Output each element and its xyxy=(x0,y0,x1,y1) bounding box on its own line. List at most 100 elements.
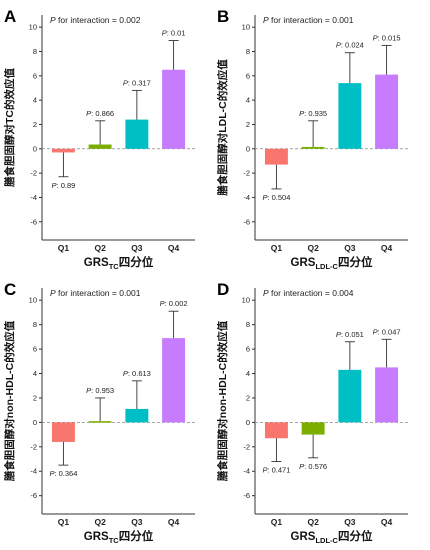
interaction-text: for interaction = 0.004 xyxy=(269,288,354,298)
x-tick-label: Q2 xyxy=(94,517,106,527)
p-value-prefix: P xyxy=(52,181,57,190)
y-axis-label: 膳食胆固醇对TC的效应值 xyxy=(3,68,16,187)
y-tick-label: 0 xyxy=(246,144,250,153)
p-value-text: : 0.002 xyxy=(165,299,188,308)
bar-q1 xyxy=(51,148,75,153)
x-tick-label: Q1 xyxy=(58,517,70,527)
x-tick-label: Q2 xyxy=(94,243,106,253)
p-value-label: P: 0.002 xyxy=(160,299,188,308)
p-value-text: : 0.317 xyxy=(128,78,151,87)
y-tick-label: 8 xyxy=(246,320,250,329)
x-tick-label: Q3 xyxy=(344,243,356,253)
x-axis-label-main: GRS xyxy=(84,257,109,269)
interaction-label: P for interaction = 0.001 xyxy=(50,288,141,298)
bar-q1 xyxy=(264,422,288,439)
p-value-prefix: P xyxy=(299,109,304,118)
y-tick-label: 0 xyxy=(33,144,37,153)
p-value-text: : 0.015 xyxy=(378,33,401,42)
interaction-p: P xyxy=(263,288,269,298)
p-value-text: : 0.051 xyxy=(341,330,364,339)
y-tick-label: 4 xyxy=(246,369,250,378)
p-value-label: P: 0.89 xyxy=(52,181,76,190)
y-tick-label: -6 xyxy=(243,491,250,500)
x-tick-label: Q4 xyxy=(381,517,393,527)
x-tick-label: Q1 xyxy=(58,243,70,253)
x-tick-label: Q3 xyxy=(131,243,143,253)
p-value-label: P: 0.953 xyxy=(86,386,114,395)
y-tick-label: 6 xyxy=(33,71,37,80)
y-tick-label: -6 xyxy=(243,217,250,226)
y-tick-label: -4 xyxy=(30,467,37,476)
bar-q3 xyxy=(125,408,149,423)
bar-q4 xyxy=(375,367,399,423)
p-value-label: P: 0.576 xyxy=(299,462,327,471)
p-value-label: P: 0.935 xyxy=(299,109,327,118)
x-tick-label: Q2 xyxy=(307,243,319,253)
p-value-prefix: P xyxy=(336,41,341,50)
p-value-prefix: P xyxy=(262,193,267,202)
y-tick-label: 2 xyxy=(246,393,250,402)
panel-letter: C xyxy=(4,280,16,299)
y-axis-label: 膳食胆固醇对LDL-C的效应值 xyxy=(216,59,229,196)
p-value-label: P: 0.01 xyxy=(162,29,186,38)
y-tick-label: 6 xyxy=(246,345,250,354)
x-axis-label: GRSLDL-C四分位 xyxy=(291,255,373,271)
p-value-label: P: 0.024 xyxy=(336,41,364,50)
x-axis-label-sub: LDL-C xyxy=(315,262,338,271)
bar-q1 xyxy=(264,148,288,165)
p-value-prefix: P xyxy=(373,33,378,42)
y-tick-label: 6 xyxy=(33,345,37,354)
bar-q2 xyxy=(301,146,325,149)
p-value-text: : 0.01 xyxy=(167,29,186,38)
y-tick-label: 10 xyxy=(242,23,250,32)
x-axis-label-main: GRS xyxy=(291,531,316,543)
p-value-prefix: P xyxy=(162,29,167,38)
p-value-label: P: 0.613 xyxy=(123,369,151,378)
interaction-text: for interaction = 0.002 xyxy=(56,15,141,25)
bar-q2 xyxy=(88,144,112,149)
p-value-prefix: P xyxy=(336,330,341,339)
y-tick-label: -2 xyxy=(243,442,250,451)
x-axis-label-main: GRS xyxy=(291,257,316,269)
p-value-text: : 0.866 xyxy=(91,109,114,118)
y-tick-label: -4 xyxy=(243,467,250,476)
y-tick-label: 4 xyxy=(246,96,250,105)
y-tick-label: -2 xyxy=(30,442,37,451)
bar-q3 xyxy=(338,83,362,149)
x-axis-label-suffix: 四分位 xyxy=(338,255,373,269)
bar-q2 xyxy=(88,421,112,423)
p-value-prefix: P xyxy=(49,469,54,478)
p-value-label: P: 0.015 xyxy=(373,33,401,42)
y-tick-label: 4 xyxy=(33,96,37,105)
p-value-text: : 0.89 xyxy=(57,181,76,190)
p-value-text: : 0.471 xyxy=(267,465,290,474)
x-tick-label: Q3 xyxy=(344,517,356,527)
y-tick-label: -6 xyxy=(30,491,37,500)
y-tick-label: 10 xyxy=(29,296,37,305)
bar-q3 xyxy=(338,369,362,423)
bar-q4 xyxy=(162,69,186,149)
x-tick-label: Q2 xyxy=(307,517,319,527)
p-value-prefix: P xyxy=(123,78,128,87)
y-tick-label: 4 xyxy=(33,369,37,378)
p-value-prefix: P xyxy=(373,327,378,336)
p-value-label: P: 0.047 xyxy=(373,327,401,336)
y-tick-label: -2 xyxy=(243,169,250,178)
y-tick-label: 8 xyxy=(246,47,250,56)
y-tick-label: 2 xyxy=(33,393,37,402)
y-tick-label: -4 xyxy=(243,193,250,202)
y-tick-label: 10 xyxy=(242,296,250,305)
y-tick-label: -4 xyxy=(30,193,37,202)
p-value-text: : 0.364 xyxy=(54,469,77,478)
x-axis-label: GRSTC四分位 xyxy=(84,529,154,545)
interaction-label: P for interaction = 0.002 xyxy=(50,15,141,25)
bar-q3 xyxy=(125,119,149,149)
bar-q4 xyxy=(375,74,399,149)
p-value-text: : 0.953 xyxy=(91,386,114,395)
interaction-label: P for interaction = 0.004 xyxy=(263,288,354,298)
bar-q2 xyxy=(301,422,325,435)
y-tick-label: 10 xyxy=(29,23,37,32)
x-axis-label-sub: TC xyxy=(109,262,120,271)
